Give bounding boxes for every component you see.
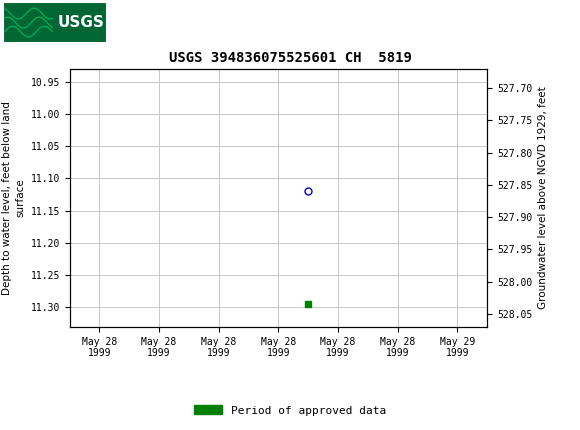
Y-axis label: Groundwater level above NGVD 1929, feet: Groundwater level above NGVD 1929, feet bbox=[538, 86, 548, 309]
Text: USGS 394836075525601 CH  5819: USGS 394836075525601 CH 5819 bbox=[169, 51, 411, 65]
Y-axis label: Depth to water level, feet below land
surface: Depth to water level, feet below land su… bbox=[2, 101, 25, 295]
Legend: Period of approved data: Period of approved data bbox=[190, 401, 390, 420]
Text: USGS: USGS bbox=[58, 15, 105, 30]
